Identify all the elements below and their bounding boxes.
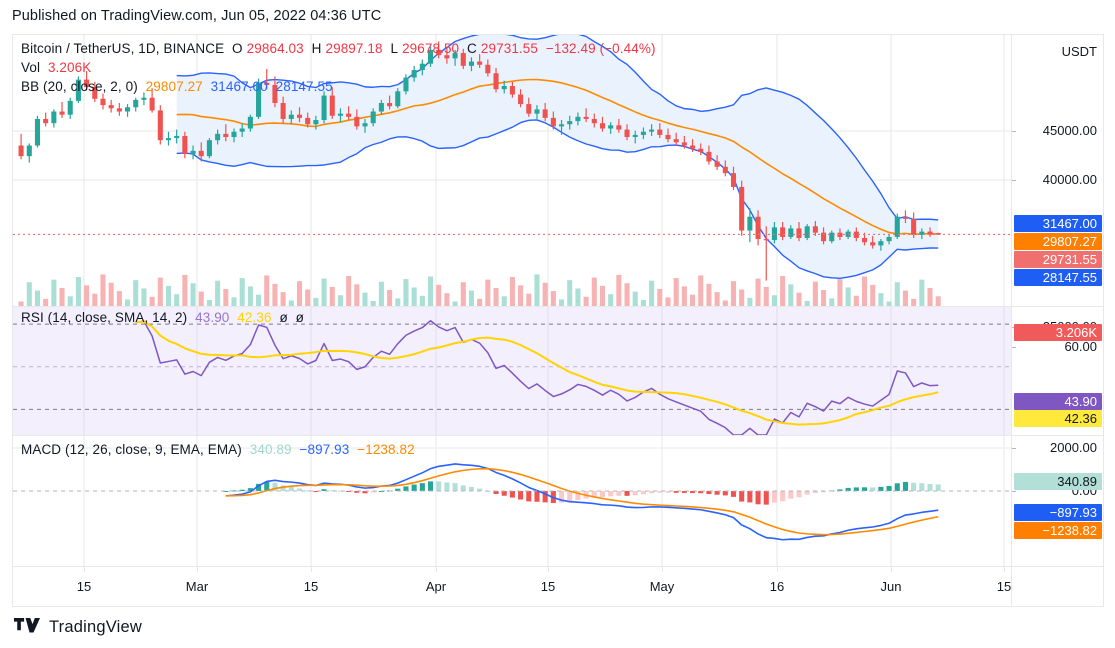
time-axis-label-2: 15: [303, 579, 319, 594]
time-tick: [84, 567, 85, 572]
rsi-value-badge[interactable]: 43.90: [1014, 393, 1102, 410]
price-rsi-separator: [13, 306, 1012, 307]
time-tick: [662, 567, 663, 572]
time-axis-label-0: 15: [76, 579, 92, 594]
axis-tick-label: 2000.00: [1050, 440, 1097, 455]
axis-tick-label: 60.00: [1064, 339, 1097, 354]
last-price-badge[interactable]: 29731.55: [1014, 251, 1102, 268]
time-tick: [548, 567, 549, 572]
rsi-macd-separator: [13, 435, 1012, 436]
axis-tick-label: 45000.00: [1042, 123, 1097, 138]
time-tick: [197, 567, 198, 572]
macd-signal-badge[interactable]: −1238.82: [1014, 522, 1102, 539]
rsi-chart-canvas: [13, 307, 1012, 435]
rsi-sma-value-badge[interactable]: 42.36: [1014, 410, 1102, 427]
axis-tick-label: 40000.00: [1042, 172, 1097, 187]
axis-tick: [1012, 347, 1016, 348]
time-tick: [891, 567, 892, 572]
time-axis-label-3: Apr: [425, 579, 447, 594]
axis-tick: [1012, 131, 1016, 132]
time-axis[interactable]: 15 Mar 15 Apr 15 May 16 Jun 15: [13, 567, 1012, 607]
price-axis-column[interactable]: USDT 45000.0040000.0025000.0031467.00298…: [1011, 35, 1103, 606]
time-tick: [1004, 567, 1005, 572]
bb-lower-badge[interactable]: 28147.55: [1014, 269, 1102, 286]
axis-tick: [1012, 180, 1016, 181]
axis-tick: [1012, 448, 1016, 449]
volume-badge[interactable]: 3.206K: [1014, 324, 1102, 341]
time-tick: [311, 567, 312, 572]
macd-pane[interactable]: MACD (12, 26, close, 9, EMA, EMA) 340.89…: [13, 436, 1012, 566]
price-chart-canvas: [13, 35, 1012, 306]
brand-name: TradingView: [49, 617, 142, 636]
macd-line-badge[interactable]: −897.93: [1014, 504, 1102, 521]
axis-sep-1: [1011, 306, 1103, 307]
axis-tick: [1012, 491, 1016, 492]
macd-time-separator: [13, 566, 1012, 567]
macd-axis-scale[interactable]: 2000.00 0.00 340.89 −897.93 −1238.82: [1012, 436, 1103, 566]
footer: TradingView: [14, 616, 142, 638]
time-axis-label-1: Mar: [185, 579, 209, 594]
bb-upper-badge[interactable]: 31467.00: [1014, 215, 1102, 232]
currency-unit-label: USDT: [1061, 44, 1097, 59]
macd-chart-canvas: [13, 436, 1012, 566]
rsi-pane[interactable]: RSI (14, close, SMA, 14, 2) 43.90 42.36 …: [13, 307, 1012, 435]
chart-container[interactable]: Bitcoin / TetherUS, 1D, BINANCE O 29864.0…: [12, 34, 1104, 607]
bb-basis-badge[interactable]: 29807.27: [1014, 233, 1102, 250]
rsi-background: [13, 307, 1012, 435]
time-axis-label-8: 15: [996, 579, 1012, 594]
time-tick: [777, 567, 778, 572]
axis-sep-2: [1011, 435, 1103, 436]
time-axis-label-6: 16: [769, 579, 785, 594]
published-line: Published on TradingView.com, Jun 05, 20…: [12, 8, 382, 24]
price-pane[interactable]: Bitcoin / TetherUS, 1D, BINANCE O 29864.0…: [13, 35, 1012, 306]
rsi-axis-scale[interactable]: 60.00 43.90 42.36: [1012, 307, 1103, 435]
macd-hist-badge[interactable]: 340.89: [1014, 473, 1102, 490]
time-axis-label-4: 15: [540, 579, 556, 594]
axis-sep-3: [1011, 566, 1103, 567]
time-axis-label-7: Jun: [880, 579, 902, 594]
time-tick: [436, 567, 437, 572]
time-axis-label-5: May: [649, 579, 675, 594]
tradingview-logo-icon: [14, 616, 40, 638]
